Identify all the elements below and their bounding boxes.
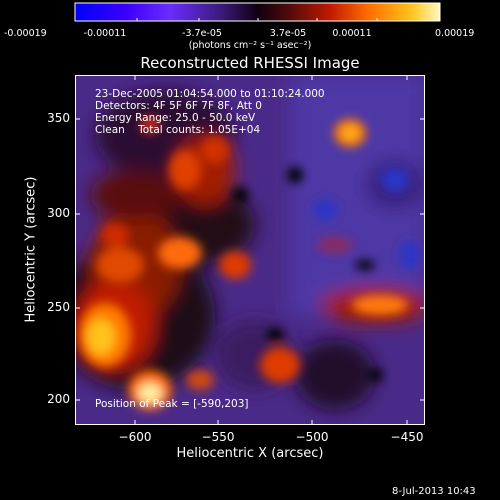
energy-range-info: Energy Range: 25.0 - 50.0 keV (95, 112, 256, 124)
colorbar-tick-label: 0.00019 (435, 28, 475, 39)
y-axis-label: Heliocentric Y (arcsec) (23, 176, 39, 323)
colorbar-tick-label: -0.00011 (83, 28, 127, 39)
colorbar-tick-label: 3.7e-05 (269, 28, 307, 39)
clean-counts-info: Clean Total counts: 1.05E+04 (95, 124, 261, 136)
colorbar-tick-label: 0.00011 (332, 28, 372, 39)
observation-time-range: 23-Dec-2005 01:04:54.000 to 01:10:24.000 (95, 88, 325, 100)
colorbar-tick-label: -0.00019 (4, 28, 47, 39)
x-tick-label: −450 (390, 430, 424, 444)
colorbar (74, 2, 441, 22)
rhessi-image (75, 75, 425, 425)
colorbar-units-label: (photons cm⁻² s⁻¹ asec⁻²) (188, 40, 312, 51)
plot-timestamp: 8-Jul-2013 10:43 (392, 486, 476, 497)
peak-position-label: Position of Peak = [-590,203] (95, 398, 249, 410)
x-tick-label: −550 (201, 430, 235, 444)
y-tick-label: 350 (47, 111, 70, 125)
colorbar-tick-label: -3.7e-05 (182, 28, 222, 39)
detectors-info: Detectors: 4F 5F 6F 7F 8F, Att 0 (95, 100, 262, 112)
x-tick-label: −500 (295, 430, 329, 444)
plot-title: Reconstructed RHESSI Image (140, 54, 360, 72)
y-tick-label: 250 (47, 300, 70, 314)
colorbar-ticks (136, 18, 378, 21)
y-tick-label: 200 (47, 392, 70, 406)
x-axis-label: Heliocentric X (arcsec) (176, 446, 324, 461)
x-tick-label: −600 (118, 430, 152, 444)
y-tick-label: 300 (47, 206, 70, 220)
plot-frame (75, 75, 425, 425)
